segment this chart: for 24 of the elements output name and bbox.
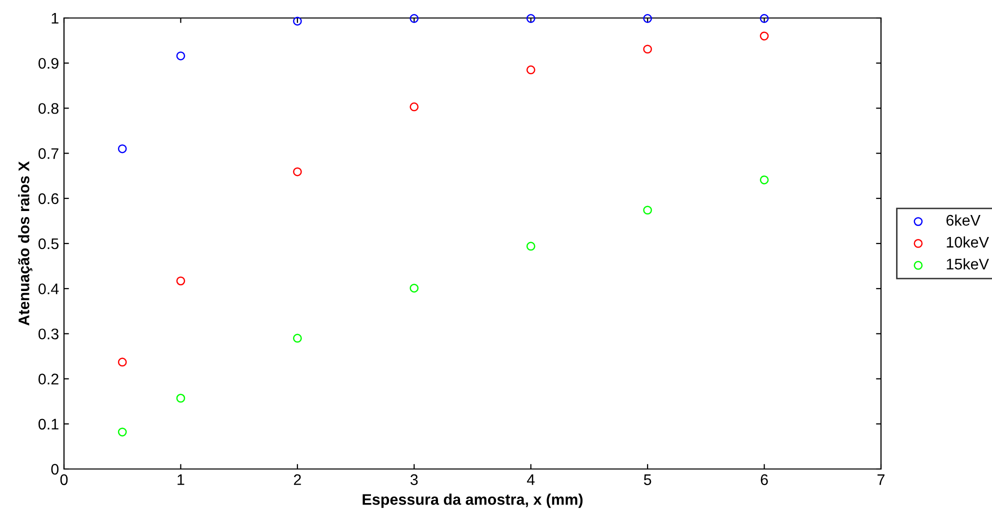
y-tick-label: 0.9 — [38, 58, 58, 69]
x-tick-label: 4 — [526, 474, 535, 485]
y-tick-label: 0.7 — [38, 148, 58, 159]
y-tick-label: 0 — [51, 464, 59, 475]
y-tick-label: 0.4 — [38, 283, 59, 294]
y-tick-label: 0.2 — [38, 374, 58, 384]
y-tick-label: 0.8 — [38, 103, 58, 114]
y-axis-title: Atenuação dos raios X — [18, 161, 32, 326]
y-tick-label: 0.5 — [38, 238, 58, 250]
legend-label: 15keV — [946, 258, 989, 270]
x-tick-label: 3 — [410, 474, 418, 486]
x-tick-label: 5 — [644, 474, 652, 486]
y-tick-label: 1 — [52, 13, 58, 24]
x-tick-label: 7 — [878, 474, 884, 485]
y-tick-label: 0.3 — [38, 328, 58, 340]
x-tick-label: 2 — [294, 474, 301, 485]
y-tick-label: 0.1 — [38, 418, 58, 430]
y-tick-label: 0.6 — [38, 193, 58, 204]
legend-label: 10keV — [946, 236, 989, 248]
x-tick-label: 6 — [760, 474, 768, 486]
x-tick-label: 0 — [60, 474, 68, 486]
x-axis-title: Espessura da amostra, x (mm) — [362, 494, 583, 508]
x-tick-label: 1 — [178, 474, 184, 485]
legend-label: 6keV — [946, 214, 980, 226]
